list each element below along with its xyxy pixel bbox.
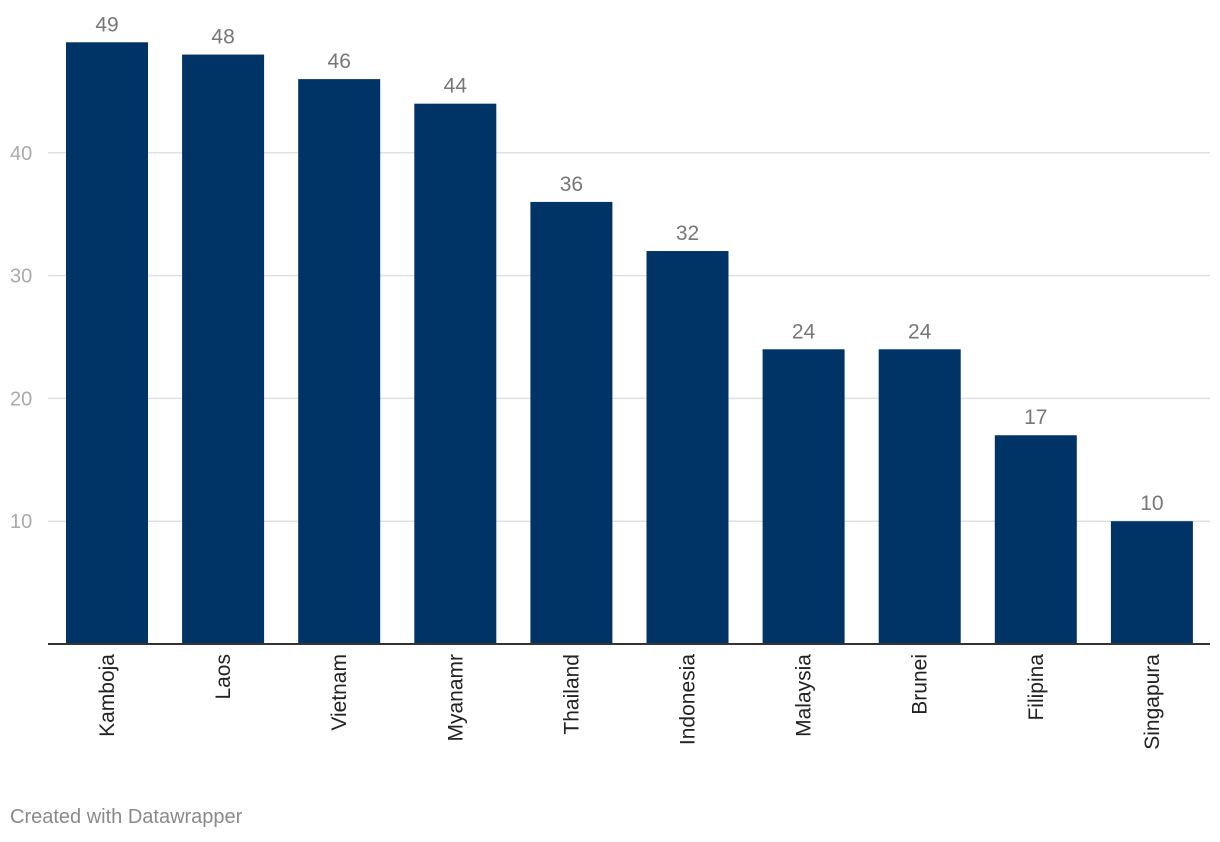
x-category-label: Filipina	[1025, 654, 1048, 721]
bar-indonesia	[646, 251, 729, 645]
x-category-label: Vietnam	[328, 654, 351, 731]
bar-malaysia	[762, 349, 845, 644]
x-category-label: Myanamr	[444, 654, 467, 742]
y-tick-label: 40	[10, 143, 32, 165]
credit-text: Created with Datawrapper	[10, 806, 243, 828]
value-label: 24	[908, 320, 932, 343]
x-category-label: Laos	[212, 654, 235, 700]
bar-vietnam	[298, 79, 381, 645]
value-label: 44	[444, 75, 468, 98]
value-label: 10	[1140, 492, 1163, 515]
value-label: 24	[792, 320, 816, 343]
x-category-label: Kamboja	[96, 654, 119, 737]
value-label: 48	[211, 26, 234, 49]
bar-kamboja	[66, 42, 148, 644]
y-tick-label: 30	[10, 266, 32, 288]
bar-thailand	[530, 201, 613, 645]
x-axis-categories: Kamboja Laos Vietnam Myanamr Thailand Indones…	[96, 654, 1164, 750]
value-label: 49	[95, 13, 118, 36]
bars	[66, 42, 1193, 645]
bar-filipina	[994, 435, 1077, 644]
x-category-label: Singapura	[1141, 654, 1164, 750]
value-label: 32	[676, 222, 699, 245]
value-label: 46	[328, 50, 351, 73]
x-category-label: Brunei	[909, 654, 932, 715]
x-category-label: Thailand	[560, 654, 583, 735]
bar-laos	[182, 54, 265, 645]
bar-myanamr	[414, 103, 497, 645]
bar-brunei	[878, 349, 961, 644]
value-label: 17	[1024, 406, 1047, 429]
value-label: 36	[560, 173, 583, 196]
y-axis-ticks: 10 20 30 40	[10, 143, 32, 533]
x-category-label: Malaysia	[793, 654, 816, 737]
bar-singapura	[1110, 521, 1193, 644]
x-category-label: Indonesia	[677, 654, 700, 745]
y-tick-label: 20	[10, 388, 32, 410]
y-tick-label: 10	[10, 511, 32, 533]
value-labels: 49 48 46 44 36 32 24 24 17 10	[95, 13, 1163, 515]
